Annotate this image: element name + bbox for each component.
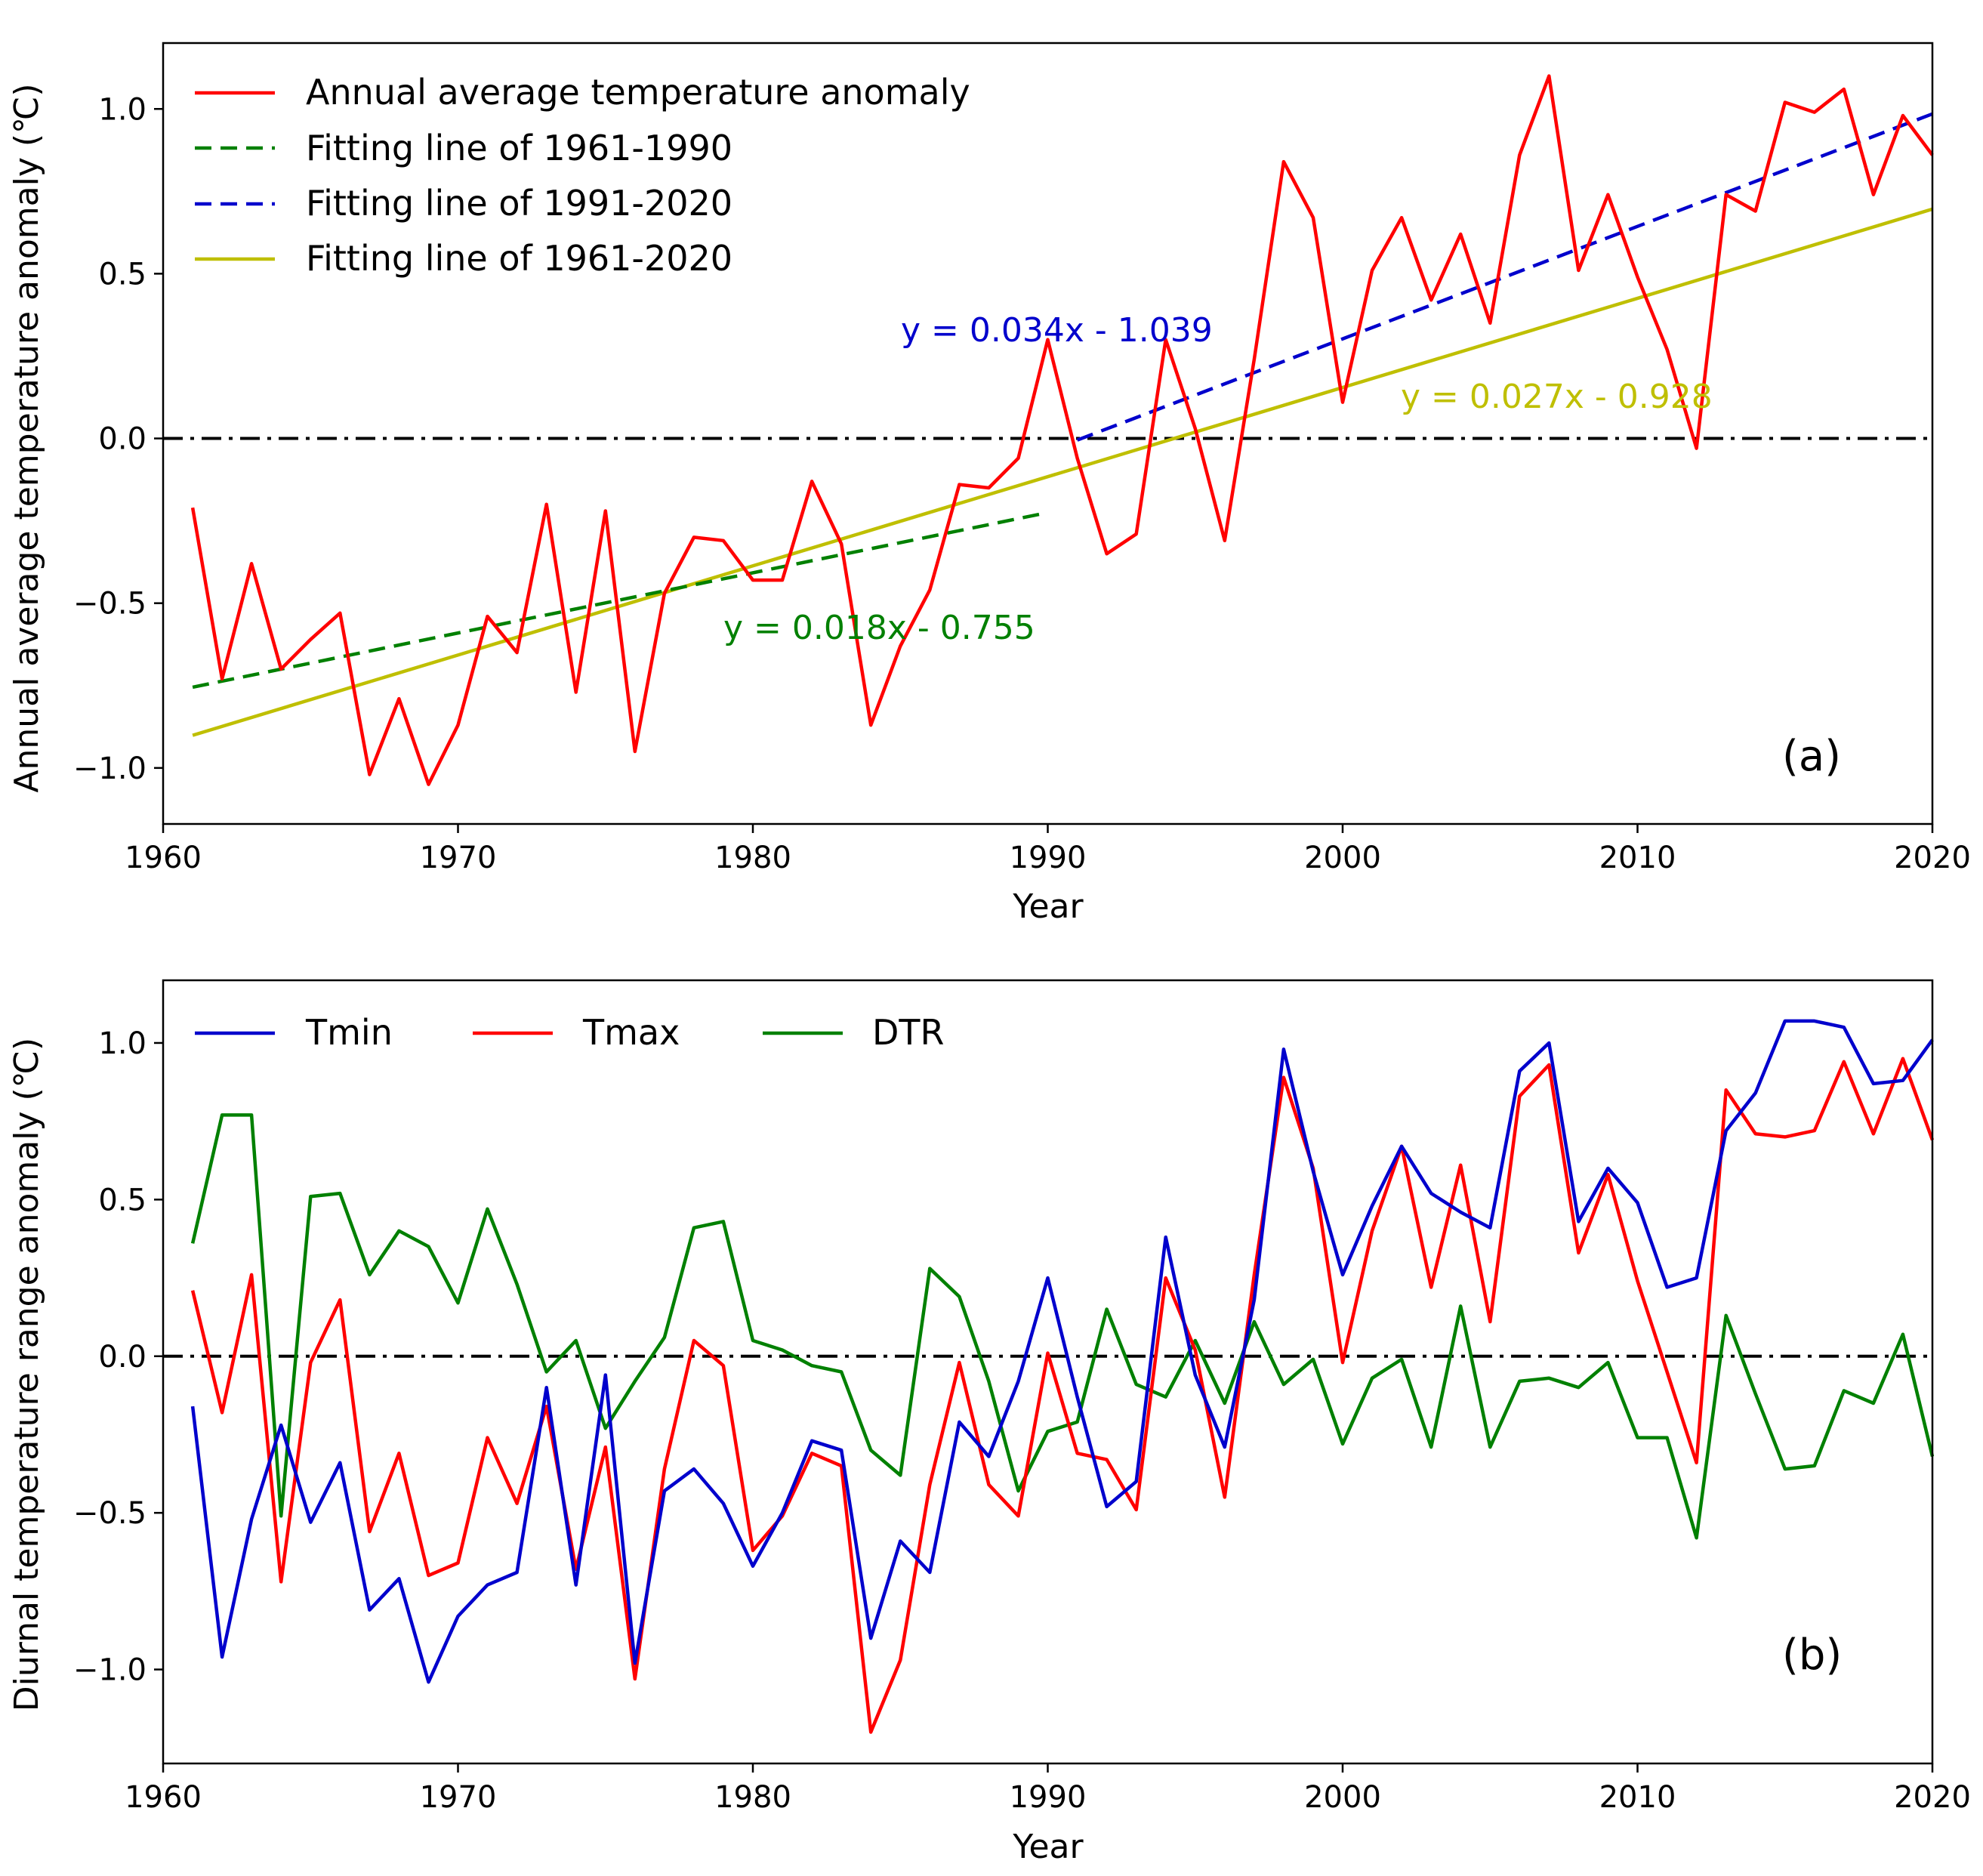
panel-b-tmin-line: [190, 1019, 1934, 1684]
panel-b-dtr-line: [190, 1113, 1935, 1540]
panel-b-legend-tmax: Tmax: [582, 1012, 680, 1053]
panel-a-equation-1991-2020: y = 0.034x - 1.039: [901, 311, 1213, 350]
panel-b-y-tick-label: 1.0: [98, 1026, 146, 1061]
panel-a-fit-line-1961-1990: [192, 511, 1048, 690]
panel-a-y-tick-label: 0.5: [98, 257, 146, 292]
panel-b-y-tick-label: −0.5: [73, 1496, 146, 1531]
panel-a-plot-layer: 1960 1970 1980 1990 2000 2010 2020 −1.0 −0.5 0.0 0…: [73, 42, 1971, 875]
panel-a-chart: 1960 1970 1980 1990 2000 2010 2020 −1.0 −0.5 0.0 0…: [8, 42, 1971, 926]
panel-a-x-tick-label: 1960: [125, 841, 202, 875]
panel-a-x-tick-label: 1970: [420, 841, 497, 875]
panel-a-equation-1961-2020: y = 0.027x - 0.928: [1401, 378, 1713, 416]
panel-b-y-axis-label: Diurnal temperature range anomaly (℃): [8, 1038, 46, 1711]
panel-a-x-axis-label: Year: [1012, 887, 1084, 926]
panel-b-x-tick-label: 1990: [1010, 1780, 1087, 1815]
panel-a-y-tick-label: −0.5: [73, 587, 146, 622]
panel-a-x-tick-label: 1990: [1010, 841, 1087, 875]
panel-b-plot-layer: 1960 1970 1980 1990 2000 2010 2020 −1.0 −0.5 0.0 0…: [73, 979, 1971, 1815]
panel-a-x-tick-label: 2000: [1304, 841, 1381, 875]
panel-a-y-tick-label: 1.0: [98, 92, 146, 127]
panel-b-x-tick-label: 2000: [1304, 1780, 1381, 1815]
panel-a-y-tick-label: 0.0: [98, 422, 146, 457]
panel-b-y-tick-label: 0.5: [98, 1183, 146, 1217]
panel-b-y-tick-label: −1.0: [73, 1653, 146, 1688]
panel-b-x-tick-label: 1960: [125, 1780, 202, 1815]
panel-a-tag: (a): [1782, 732, 1841, 781]
panel-b-tmax-line: [190, 1057, 1935, 1734]
panel-b-x-tick-label: 1970: [420, 1780, 497, 1815]
panel-a-equation-1961-1990: y = 0.018x - 0.755: [723, 609, 1035, 647]
panel-b-chart: 1960 1970 1980 1990 2000 2010 2020 −1.0 −0.5 0.0 0…: [8, 979, 1971, 1866]
panel-a-legend-fit-1961-2020: Fitting line of 1961-2020: [306, 238, 732, 279]
panel-a-y-tick-label: −1.0: [73, 751, 146, 786]
panel-a-x-tick-label: 2020: [1894, 841, 1971, 875]
panel-b-legend-tmin: Tmin: [305, 1012, 393, 1053]
panel-a-fit-line-1961-2020: [192, 207, 1933, 737]
panel-a-y-axis-label: Annual average temperature anomaly (℃): [8, 83, 46, 792]
panel-b-x-tick-label: 2020: [1894, 1780, 1971, 1815]
panel-b-x-tick-label: 2010: [1599, 1780, 1676, 1815]
panel-a-legend-anomaly: Annual average temperature anomaly: [306, 72, 970, 113]
panel-a-legend-fit-1991-2020: Fitting line of 1991-2020: [306, 183, 732, 224]
panel-b-y-tick-label: 0.0: [98, 1340, 146, 1375]
panel-b-x-tick-label: 1980: [714, 1780, 791, 1815]
panel-a-legend-fit-1961-1990: Fitting line of 1961-1990: [306, 128, 732, 168]
panel-a-x-tick-label: 1980: [714, 841, 791, 875]
panel-b-x-axis-label: Year: [1012, 1828, 1084, 1866]
panel-b-legend-dtr: DTR: [872, 1012, 944, 1053]
panel-a-anomaly-line: [190, 74, 1934, 786]
panel-a-x-tick-label: 2010: [1599, 841, 1676, 875]
panel-b-tag: (b): [1782, 1631, 1842, 1680]
